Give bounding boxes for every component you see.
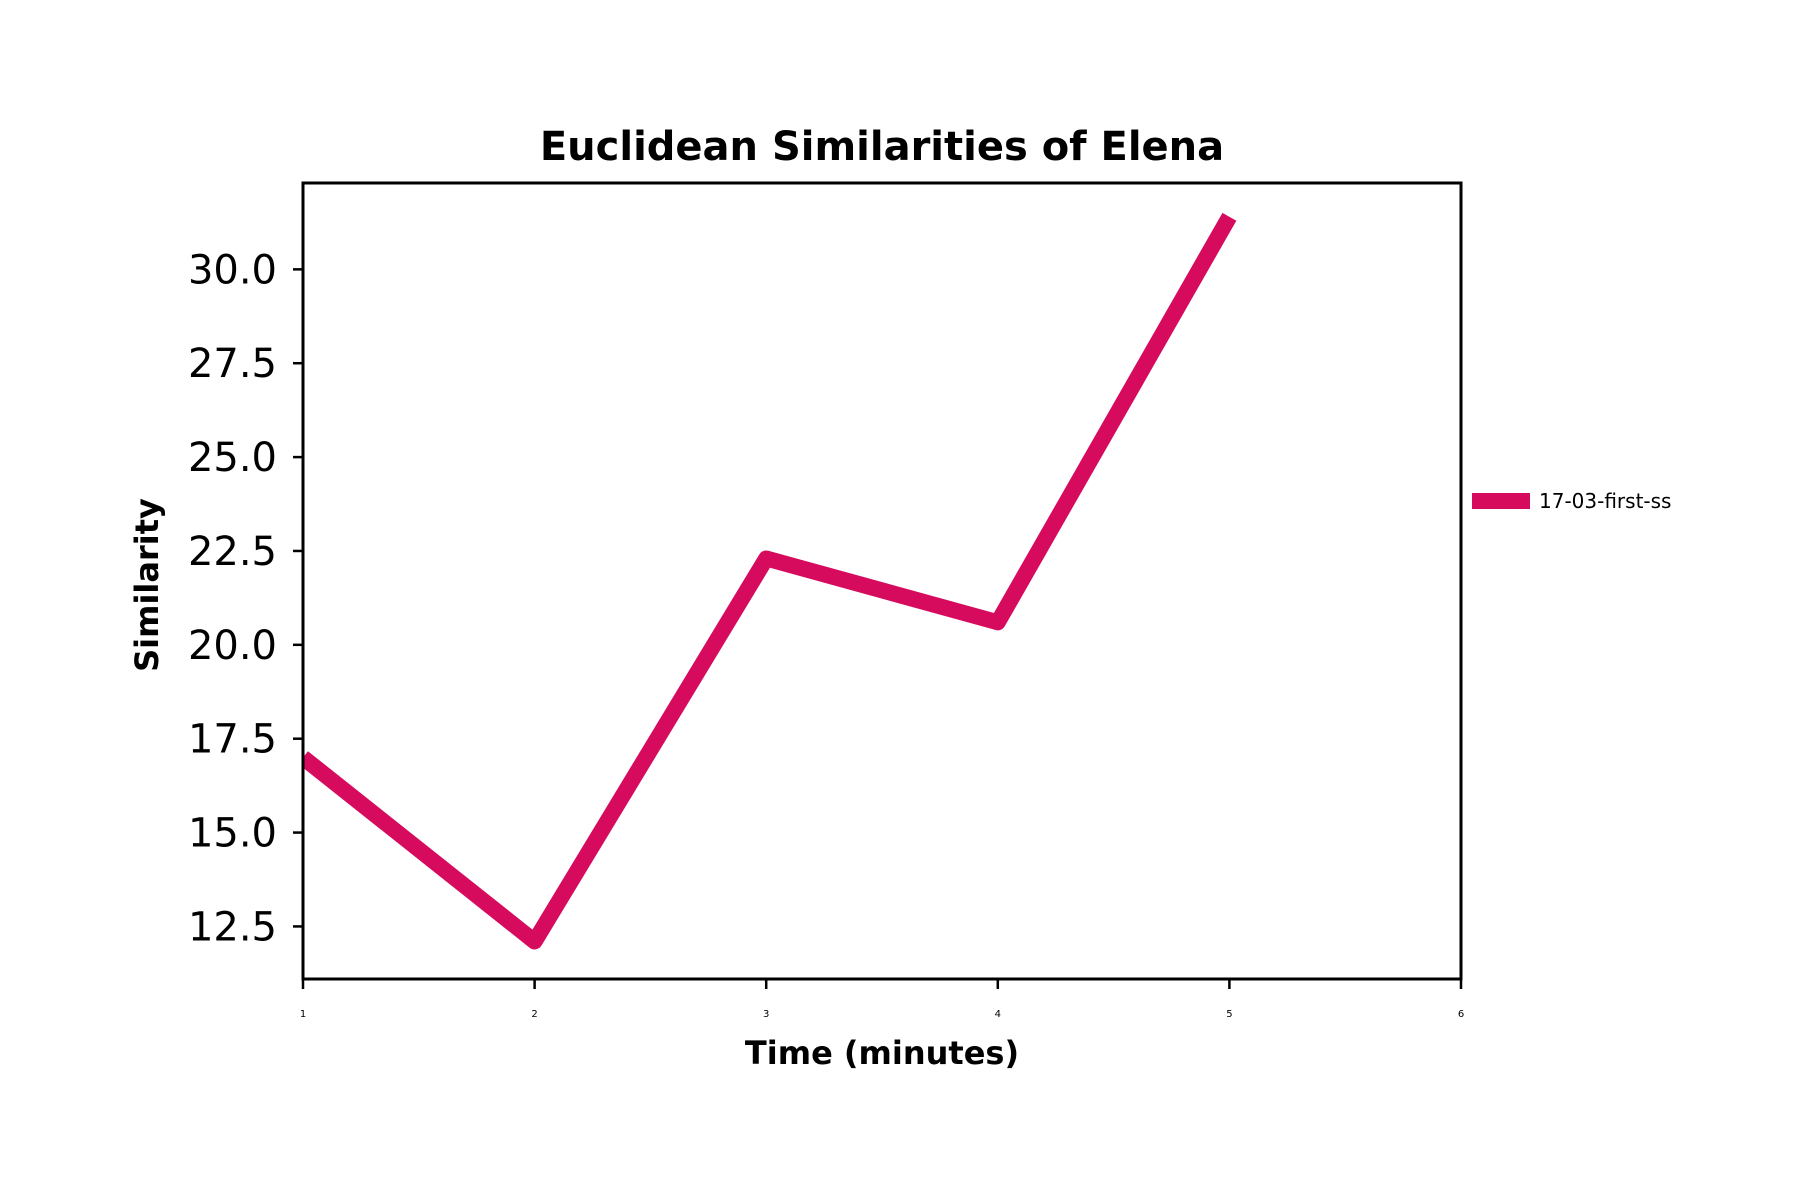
legend: 17-03-first-ss [1472, 489, 1671, 513]
x-tick-label: 6 [1458, 1009, 1464, 1020]
y-tick-label: 30.0 [188, 247, 277, 293]
y-axis-ticks: 12.5 15.0 17.5 20.0 22.5 25.0 27.5 30.0 [188, 247, 303, 950]
series-line [303, 212, 1237, 950]
y-axis-label: Similarity [128, 498, 166, 672]
y-tick-label: 15.0 [188, 811, 277, 857]
x-tick-label: 1 [300, 1009, 306, 1020]
plot-area-frame [301, 181, 1463, 981]
y-tick-label: 25.0 [188, 435, 277, 481]
y-tick-label: 22.5 [188, 529, 277, 575]
x-tick-label: 2 [531, 1009, 537, 1020]
series-layer [303, 212, 1237, 950]
legend-label: 17-03-first-ss [1539, 489, 1671, 513]
x-tick-label: 3 [763, 1009, 769, 1020]
y-tick-label: 12.5 [188, 904, 277, 950]
y-tick-label: 27.5 [188, 341, 277, 387]
chart-title: Euclidean Similarities of Elena [540, 124, 1224, 170]
x-axis-ticks: 1 2 3 4 5 6 [300, 979, 1464, 1020]
x-axis-label: Time (minutes) [745, 1034, 1019, 1072]
x-tick-label: 5 [1226, 1009, 1232, 1020]
y-tick-label: 20.0 [188, 623, 277, 669]
y-tick-label: 17.5 [188, 717, 277, 763]
x-tick-label: 4 [995, 1009, 1001, 1020]
